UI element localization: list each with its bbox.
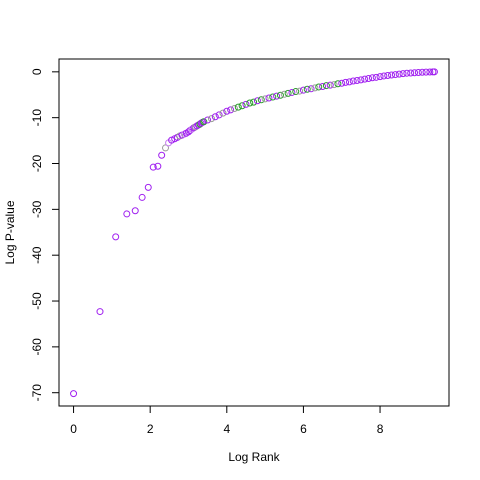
- data-point: [403, 69, 411, 77]
- y-tick-label: 0: [30, 68, 44, 75]
- data-point: [154, 162, 162, 170]
- data-point: [311, 84, 319, 92]
- data-point: [144, 183, 152, 191]
- y-tick-label: -30: [30, 200, 44, 218]
- data-point: [349, 77, 357, 85]
- data-point: [353, 77, 361, 85]
- data-point: [276, 91, 284, 99]
- data-point: [292, 88, 300, 96]
- data-point: [257, 96, 265, 104]
- x-tick-label: 0: [70, 422, 77, 436]
- data-point: [361, 75, 369, 83]
- data-point: [338, 79, 346, 87]
- x-axis-title: Log Rank: [228, 450, 280, 464]
- data-point: [430, 68, 438, 76]
- data-point: [269, 93, 277, 101]
- x-tick-label: 8: [377, 422, 384, 436]
- data-point: [250, 98, 258, 106]
- data-point: [112, 233, 120, 241]
- data-points: [70, 68, 438, 398]
- data-point: [273, 92, 281, 100]
- data-point: [149, 163, 157, 171]
- data-point: [131, 207, 139, 215]
- x-tick-label: 4: [223, 422, 230, 436]
- data-point: [407, 69, 415, 77]
- data-point: [357, 76, 365, 84]
- data-point: [138, 193, 146, 201]
- data-point: [299, 86, 307, 94]
- data-point: [284, 89, 292, 97]
- data-point: [334, 80, 342, 88]
- data-point: [411, 69, 419, 77]
- y-tick-label: -70: [30, 384, 44, 402]
- data-point: [319, 83, 327, 91]
- data-point: [253, 97, 261, 105]
- data-point: [345, 78, 353, 86]
- data-point: [365, 74, 373, 82]
- data-point: [234, 103, 242, 111]
- data-point: [207, 115, 215, 123]
- data-point: [70, 390, 78, 398]
- data-point: [422, 68, 430, 76]
- data-point: [158, 151, 166, 159]
- data-point: [388, 71, 396, 79]
- data-point: [330, 81, 338, 89]
- data-point: [230, 105, 238, 113]
- data-point: [376, 73, 384, 81]
- data-point: [246, 99, 254, 107]
- data-point: [261, 95, 269, 103]
- data-point: [280, 90, 288, 98]
- data-point: [215, 111, 223, 119]
- data-point: [326, 81, 334, 89]
- data-point: [204, 116, 212, 124]
- data-point: [188, 125, 196, 133]
- data-point: [296, 87, 304, 95]
- data-point: [307, 85, 315, 93]
- data-point: [200, 118, 208, 126]
- data-point: [418, 68, 426, 76]
- data-point: [368, 74, 376, 82]
- y-axis: 0 -10 -20 -30 -40 -50 -60 -70: [30, 68, 59, 401]
- data-point: [238, 102, 246, 110]
- data-point: [162, 144, 170, 152]
- data-point: [227, 106, 235, 114]
- x-tick-label: 6: [300, 422, 307, 436]
- data-point: [223, 107, 231, 115]
- data-point: [395, 70, 403, 78]
- data-point: [399, 70, 407, 78]
- data-point: [372, 73, 380, 81]
- data-point: [96, 308, 104, 316]
- y-tick-label: -40: [30, 246, 44, 264]
- data-point: [242, 100, 250, 108]
- data-point: [426, 68, 434, 76]
- y-tick-label: -10: [30, 109, 44, 127]
- y-tick-label: -60: [30, 338, 44, 356]
- data-point: [123, 210, 131, 218]
- data-point: [414, 69, 422, 77]
- y-axis-title: Log P-value: [3, 200, 17, 264]
- data-point: [322, 82, 330, 90]
- x-axis: 0 2 4 6 8: [70, 406, 384, 436]
- y-tick-label: -20: [30, 155, 44, 173]
- data-point: [303, 85, 311, 93]
- x-tick-label: 2: [147, 422, 154, 436]
- data-point: [384, 72, 392, 80]
- data-point: [219, 109, 227, 117]
- data-point: [380, 72, 388, 80]
- data-point: [211, 113, 219, 121]
- data-point: [265, 94, 273, 102]
- plot-frame: [58, 58, 450, 407]
- y-tick-label: -50: [30, 292, 44, 310]
- data-point: [288, 88, 296, 96]
- data-point: [342, 78, 350, 86]
- data-point: [315, 83, 323, 91]
- data-point: [391, 71, 399, 79]
